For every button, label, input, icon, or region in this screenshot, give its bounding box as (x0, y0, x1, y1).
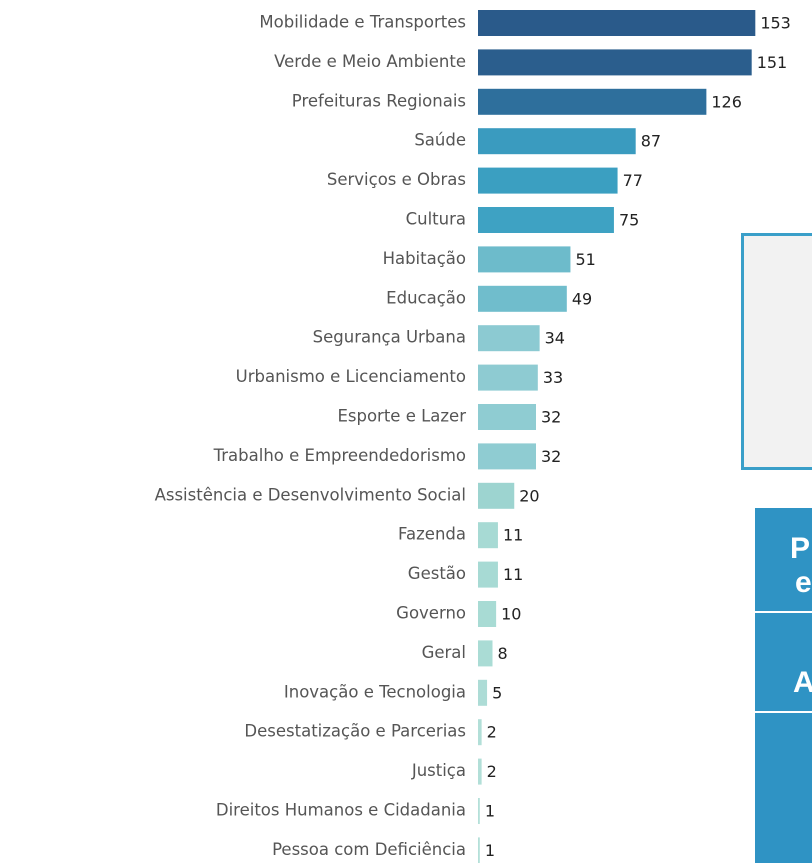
bar (478, 364, 538, 391)
bar (478, 325, 540, 352)
value-label: 11 (503, 526, 523, 545)
bar (478, 285, 567, 312)
category-label: Educação (386, 288, 466, 307)
bar (478, 482, 515, 509)
panel-text: e (795, 566, 812, 599)
value-label: 10 (501, 605, 521, 624)
value-label: 75 (619, 211, 639, 230)
bar (478, 798, 480, 824)
category-label: Justiça (411, 761, 466, 780)
bar (478, 522, 498, 549)
bar (478, 49, 752, 76)
value-label: 126 (711, 92, 742, 111)
bar (478, 404, 536, 430)
bar (478, 10, 756, 36)
category-label: Fazenda (398, 525, 466, 544)
value-label: 51 (575, 250, 595, 269)
category-label: Pessoa com Deficiência (272, 840, 466, 859)
category-label: Prefeituras Regionais (292, 91, 466, 110)
value-label: 20 (519, 486, 539, 505)
value-label: 34 (545, 329, 565, 348)
bar (478, 246, 571, 273)
category-label: Segurança Urbana (313, 328, 466, 347)
value-label: 2 (487, 762, 497, 781)
bar (478, 758, 482, 785)
category-label: Governo (396, 604, 466, 623)
category-label: Esporte e Lazer (337, 407, 466, 426)
value-label: 1 (485, 841, 495, 860)
value-label: 1 (485, 802, 495, 821)
value-label: 32 (541, 408, 561, 427)
value-label: 153 (760, 14, 791, 33)
value-label: 77 (623, 171, 643, 190)
bar (478, 679, 488, 706)
category-label: Assistência e Desenvolvimento Social (155, 485, 466, 504)
bar (478, 640, 493, 667)
category-label: Gestão (408, 564, 466, 583)
category-label: Serviços e Obras (327, 170, 466, 189)
category-label: Desestatização e Parcerias (244, 722, 466, 741)
category-label: Verde e Meio Ambiente (274, 52, 466, 71)
category-label: Saúde (414, 131, 466, 150)
blue-panel (755, 508, 812, 863)
bar (478, 128, 636, 155)
category-label: Trabalho e Empreendedorismo (213, 446, 466, 465)
bar (478, 88, 707, 115)
bar (478, 207, 614, 233)
value-label: 5 (492, 683, 502, 702)
category-label: Mobilidade e Transportes (259, 13, 466, 32)
bar (478, 601, 497, 627)
bar (478, 837, 480, 863)
panel-text: P (790, 532, 810, 565)
category-label: Inovação e Tecnologia (284, 682, 466, 701)
value-label: 87 (641, 132, 661, 151)
category-label: Direitos Humanos e Cidadania (216, 801, 466, 820)
value-label: 49 (572, 289, 592, 308)
category-label: Urbanismo e Licenciamento (236, 367, 466, 386)
panel-text: A (793, 666, 812, 699)
value-label: 151 (757, 53, 788, 72)
category-label: Cultura (406, 210, 466, 229)
value-label: 33 (543, 368, 563, 387)
bar (478, 719, 482, 746)
value-label: 32 (541, 447, 561, 466)
value-label: 11 (503, 565, 523, 584)
bar (478, 561, 498, 588)
category-label: Habitação (383, 249, 466, 268)
bar (478, 443, 536, 470)
info-box (741, 233, 812, 470)
value-label: 2 (487, 723, 497, 742)
value-label: 8 (498, 644, 508, 663)
bar (478, 167, 618, 194)
category-label: Geral (422, 643, 466, 662)
